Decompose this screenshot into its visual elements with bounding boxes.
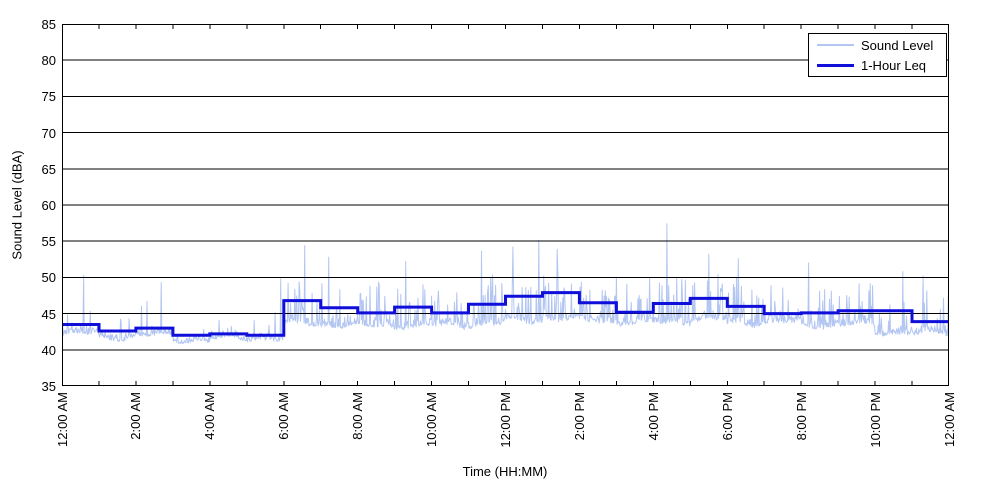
plot-border (62, 24, 949, 386)
legend-label-sound-level: Sound Level (861, 37, 934, 53)
leq-series (62, 291, 949, 337)
y-tick-label: 85 (41, 17, 56, 32)
x-tick-label: 8:00 PM (793, 392, 809, 441)
y-tick-label: 35 (41, 379, 56, 394)
x-tick-label: 2:00 PM (571, 392, 587, 441)
y-tick-label: 65 (41, 161, 56, 177)
x-tick-label: 6:00 AM (276, 392, 292, 440)
legend-label-leq: 1-Hour Leq (861, 57, 927, 73)
plot-area (62, 24, 949, 386)
y-tick-label: 75 (41, 89, 56, 105)
y-tick-label: 45 (41, 306, 56, 322)
y-tick-label: 60 (41, 198, 56, 213)
y-tick-label: 80 (41, 53, 56, 69)
legend-entry-leq: 1-Hour Leq (809, 58, 946, 73)
x-tick-label: 12:00 AM (54, 392, 70, 447)
x-tick-label: 6:00 PM (719, 392, 735, 441)
y-tick-label: 40 (41, 342, 56, 358)
y-tick-label: 50 (41, 270, 56, 286)
chart-canvas (62, 24, 949, 386)
sound-level-line-sample-icon (817, 44, 854, 46)
x-tick-label: 8:00 AM (350, 392, 366, 440)
leq-line-sample-icon (817, 63, 854, 67)
x-axis-label: Time (HH:MM) (462, 464, 548, 479)
x-tick-label: 4:00 PM (645, 392, 661, 441)
legend: Sound Level 1-Hour Leq (808, 33, 947, 77)
x-tick-label: 2:00 AM (128, 392, 144, 440)
legend-entry-sound-level: Sound Level (809, 38, 946, 53)
x-tick-label: 10:00 PM (867, 392, 883, 448)
x-tick-label: 12:00 AM (941, 392, 957, 447)
sound-level-series (62, 223, 949, 345)
x-tick-label: 12:00 PM (498, 392, 513, 448)
y-tick-label: 55 (41, 234, 56, 250)
x-tick-label: 10:00 AM (424, 392, 440, 447)
x-tick-label: 4:00 AM (202, 392, 218, 440)
y-tick-label: 70 (41, 125, 56, 141)
